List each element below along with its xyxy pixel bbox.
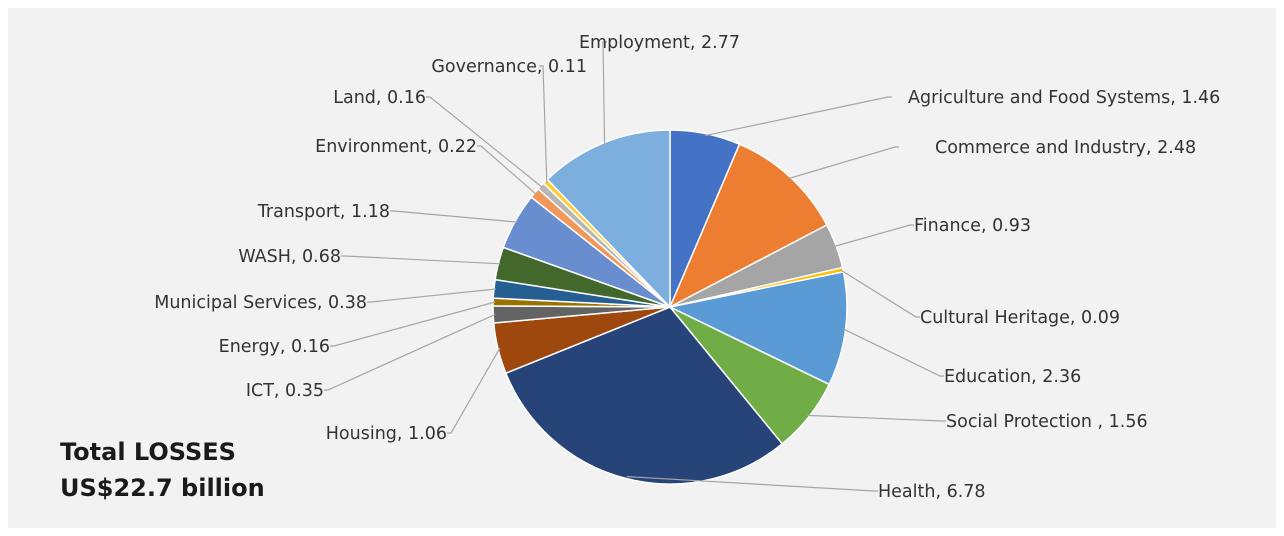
leader-line-social-protection	[807, 414, 946, 422]
leader-line-agriculture-and-food-systems	[704, 96, 892, 137]
leader-line-employment	[602, 41, 607, 145]
leader-line-finance	[834, 224, 914, 248]
data-label-education: Education, 2.36	[944, 367, 1081, 387]
leader-line-commerce-and-industry	[788, 146, 899, 180]
data-label-cultural-heritage: Cultural Heritage, 0.09	[920, 308, 1120, 328]
data-labels: Agriculture and Food Systems, 1.46 Commer…	[154, 33, 1220, 502]
slice-education	[667, 270, 848, 386]
data-label-environment: Environment, 0.22	[315, 137, 477, 157]
leader-line-municipal-services	[367, 288, 496, 303]
leader-line-health	[626, 476, 878, 492]
leader-line-cultural-heritage	[840, 269, 920, 318]
slice-commerce-and-industry	[668, 143, 828, 309]
slice-health	[504, 306, 784, 485]
leader-line-environment	[477, 145, 537, 195]
leader-line-land	[426, 96, 543, 188]
leader-line-ict	[324, 313, 496, 391]
data-label-transport: Transport, 1.18	[257, 202, 390, 222]
data-label-health: Health, 6.78	[878, 482, 986, 502]
total-losses-value: US$22.7 billion	[60, 474, 265, 502]
slice-employment	[546, 129, 671, 309]
data-label-employment: Employment, 2.77	[579, 33, 740, 53]
leader-line-wash	[341, 255, 501, 265]
leader-line-transport	[390, 210, 518, 223]
data-label-housing: Housing, 1.06	[326, 424, 447, 444]
total-losses-label: Total LOSSES	[60, 438, 236, 466]
pie-slices	[492, 129, 848, 485]
data-label-governance: Governance, 0.11	[431, 57, 587, 77]
data-label-agriculture-and-food-systems: Agriculture and Food Systems, 1.46	[908, 88, 1220, 108]
leader-line-governance	[539, 65, 548, 183]
leader-lines	[324, 41, 946, 492]
leader-line-housing	[447, 347, 501, 434]
data-label-commerce-and-industry: Commerce and Industry, 2.48	[935, 138, 1196, 158]
leader-line-education	[843, 328, 944, 377]
data-label-municipal-services: Municipal Services, 0.38	[154, 293, 367, 313]
data-label-energy: Energy, 0.16	[219, 337, 330, 357]
data-label-land: Land, 0.16	[333, 88, 426, 108]
data-label-wash: WASH, 0.68	[238, 247, 341, 267]
leader-line-energy	[330, 301, 496, 347]
data-label-social-protection: Social Protection , 1.56	[946, 412, 1148, 432]
data-label-finance: Finance, 0.93	[914, 216, 1031, 236]
data-label-ict: ICT, 0.35	[246, 381, 324, 401]
